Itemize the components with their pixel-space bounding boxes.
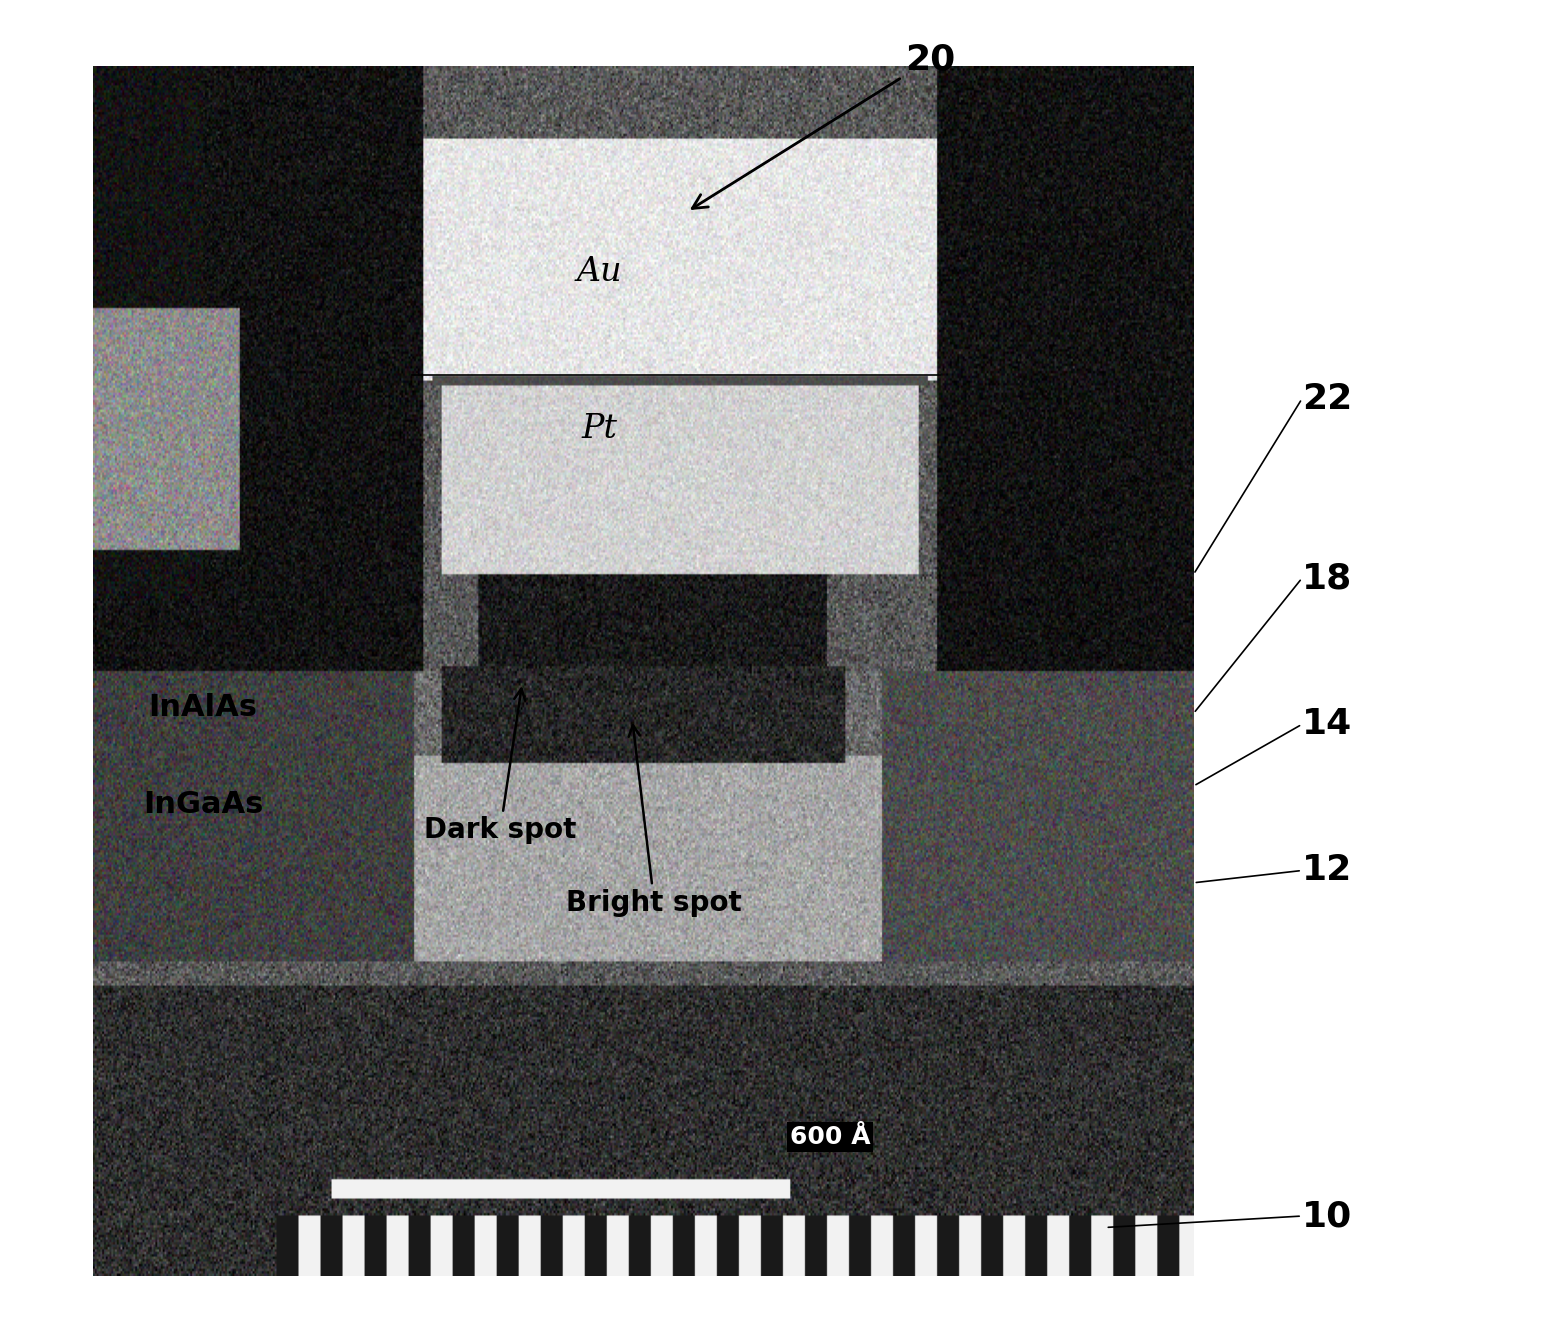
Text: 600 Å: 600 Å: [790, 1124, 871, 1148]
Text: 12: 12: [1302, 853, 1352, 888]
Text: Dark spot: Dark spot: [425, 688, 577, 844]
Text: 22: 22: [1302, 381, 1352, 416]
Text: 20: 20: [693, 43, 955, 209]
Text: 10: 10: [1302, 1199, 1352, 1233]
Text: Bright spot: Bright spot: [566, 726, 742, 917]
Text: 14: 14: [1302, 707, 1352, 742]
Text: InAlAs: InAlAs: [149, 692, 257, 722]
Text: Au: Au: [577, 256, 622, 288]
Text: 18: 18: [1302, 561, 1352, 595]
Text: Pt: Pt: [581, 413, 617, 445]
Text: InGaAs: InGaAs: [143, 789, 264, 819]
